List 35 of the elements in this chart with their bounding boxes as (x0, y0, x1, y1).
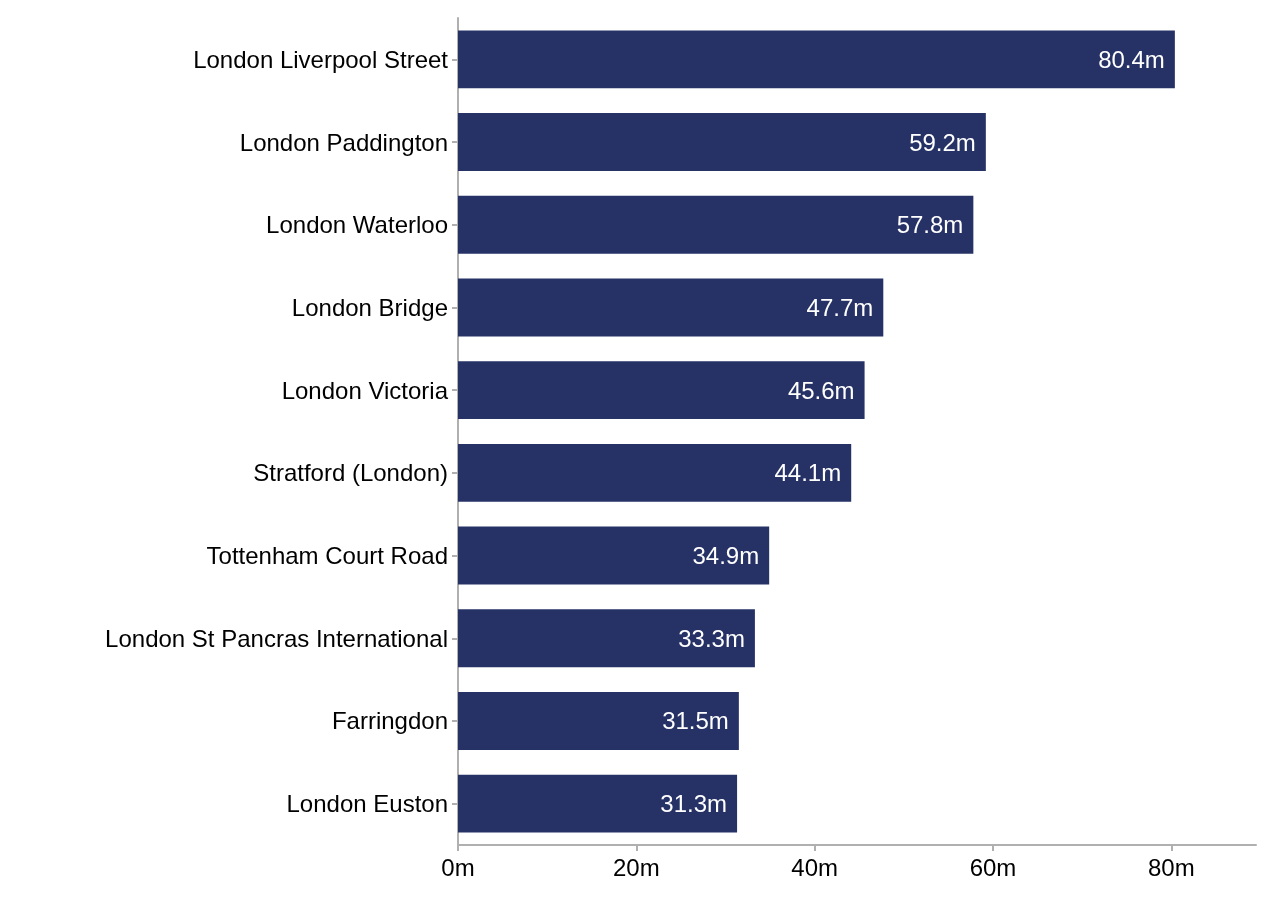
data-label: 59.2m (909, 128, 976, 156)
data-label: 33.3m (678, 624, 745, 652)
data-label: 47.7m (806, 293, 874, 321)
data-label: 34.9m (692, 542, 760, 570)
bar (458, 195, 974, 254)
bar (458, 526, 770, 585)
bar (458, 113, 986, 171)
x-tick-label: 80m (1147, 853, 1195, 881)
bar (458, 774, 738, 833)
bar (458, 609, 755, 668)
y-tick-label: Stratford (London) (253, 459, 448, 487)
y-tick-label: Farringdon (331, 707, 448, 735)
data-label: 80.4m (1098, 45, 1165, 73)
data-label: 31.5m (662, 707, 729, 735)
bar (458, 443, 852, 502)
bar (458, 361, 865, 420)
bar (458, 692, 739, 750)
data-label: 44.1m (774, 459, 842, 487)
y-tick-label: Tottenham Court Road (206, 542, 448, 570)
bar (458, 278, 884, 337)
y-tick-label: London Waterloo (266, 211, 448, 239)
y-tick-label: London Liverpool Street (193, 45, 449, 73)
data-label: 45.6m (787, 376, 855, 404)
x-tick-label: 40m (791, 853, 838, 881)
y-tick-label: London Victoria (281, 376, 449, 404)
x-tick-label: 60m (969, 853, 1017, 881)
data-label: 31.3m (660, 790, 728, 818)
y-tick-label: London Paddington (239, 128, 448, 156)
y-tick-label: London Bridge (291, 293, 448, 321)
y-tick-label: London Euston (286, 790, 448, 818)
x-tick-label: 0m (441, 853, 475, 881)
x-tick-label: 20m (612, 853, 660, 881)
data-label: 57.8m (896, 211, 964, 239)
y-tick-label: London St Pancras International (105, 624, 448, 652)
bar (458, 30, 1175, 89)
